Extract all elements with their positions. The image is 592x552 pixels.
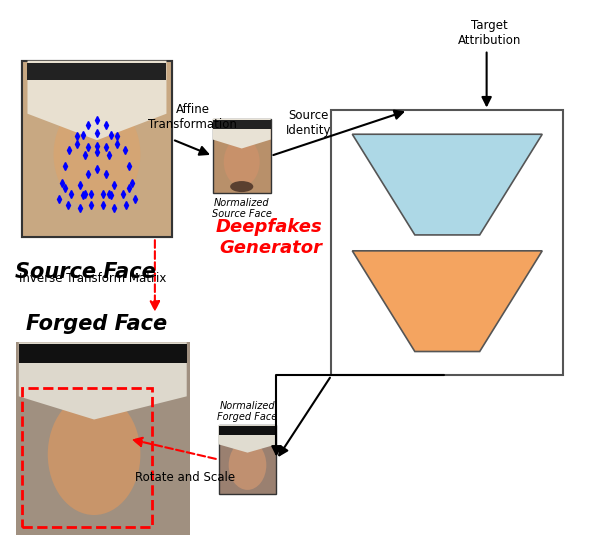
Bar — [218, 426, 276, 435]
Bar — [27, 63, 166, 80]
Bar — [332, 110, 563, 375]
Text: Normalized
Forged Face: Normalized Forged Face — [217, 401, 278, 422]
Ellipse shape — [230, 181, 253, 192]
Text: Normalized
Source Face: Normalized Source Face — [212, 198, 272, 219]
Polygon shape — [218, 425, 276, 453]
Text: Affine
Transformation: Affine Transformation — [148, 103, 237, 131]
FancyBboxPatch shape — [22, 61, 172, 237]
Ellipse shape — [53, 99, 140, 210]
Bar — [19, 344, 186, 363]
Ellipse shape — [224, 137, 260, 186]
Ellipse shape — [229, 440, 266, 490]
Text: Deepfakes
Generator: Deepfakes Generator — [216, 218, 323, 257]
Bar — [218, 425, 276, 494]
Bar — [213, 120, 271, 129]
Text: Source
Identity: Source Identity — [285, 109, 331, 137]
Polygon shape — [352, 251, 542, 352]
Text: Rotate and Scale: Rotate and Scale — [135, 470, 236, 484]
Polygon shape — [19, 342, 186, 420]
Bar — [22, 388, 152, 527]
Polygon shape — [352, 134, 542, 235]
Text: Target
Attribution: Target Attribution — [458, 19, 521, 47]
Polygon shape — [27, 61, 166, 140]
Polygon shape — [213, 119, 271, 148]
Ellipse shape — [48, 394, 140, 515]
Text: Forged Face: Forged Face — [27, 314, 168, 334]
Text: Source Face: Source Face — [15, 262, 156, 282]
FancyBboxPatch shape — [22, 61, 172, 237]
Bar — [16, 342, 189, 535]
Text: Inverse Transform Matrix: Inverse Transform Matrix — [19, 272, 166, 285]
Bar — [213, 119, 271, 193]
